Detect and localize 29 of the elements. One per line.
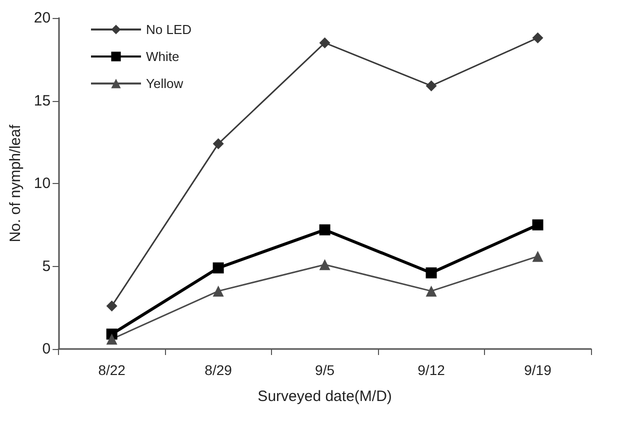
- point: [319, 37, 330, 48]
- point: [532, 250, 544, 262]
- y-tick-label: 0: [42, 340, 51, 358]
- point: [426, 267, 437, 278]
- point: [426, 286, 437, 297]
- x-tick-label: 9/5: [315, 362, 335, 378]
- point: [212, 262, 224, 274]
- x-tick-label: 9/12: [418, 362, 446, 378]
- point: [532, 219, 544, 230]
- point: [532, 32, 544, 44]
- point: [319, 259, 330, 270]
- x-tick-label: 8/29: [204, 362, 232, 378]
- y-tick-label: 5: [42, 258, 51, 275]
- y-tick-label: 20: [34, 10, 51, 26]
- legend-label: No LED: [146, 22, 192, 37]
- x-tick-label: 9/19: [524, 362, 552, 378]
- y-tick-label: 15: [34, 92, 51, 110]
- legend-label: White: [146, 49, 180, 64]
- y-axis-title: No. of nymph/leaf: [7, 124, 24, 242]
- x-tick-label: 8/22: [98, 362, 126, 378]
- point: [106, 300, 118, 312]
- x-axis-title: Surveyed date(M/D): [258, 388, 392, 405]
- point: [212, 286, 224, 297]
- y-tick-label: 10: [34, 175, 51, 192]
- point: [319, 224, 330, 236]
- point: [426, 80, 437, 92]
- point: [212, 138, 224, 150]
- point: [106, 334, 118, 345]
- legend-label: Yellow: [146, 76, 184, 91]
